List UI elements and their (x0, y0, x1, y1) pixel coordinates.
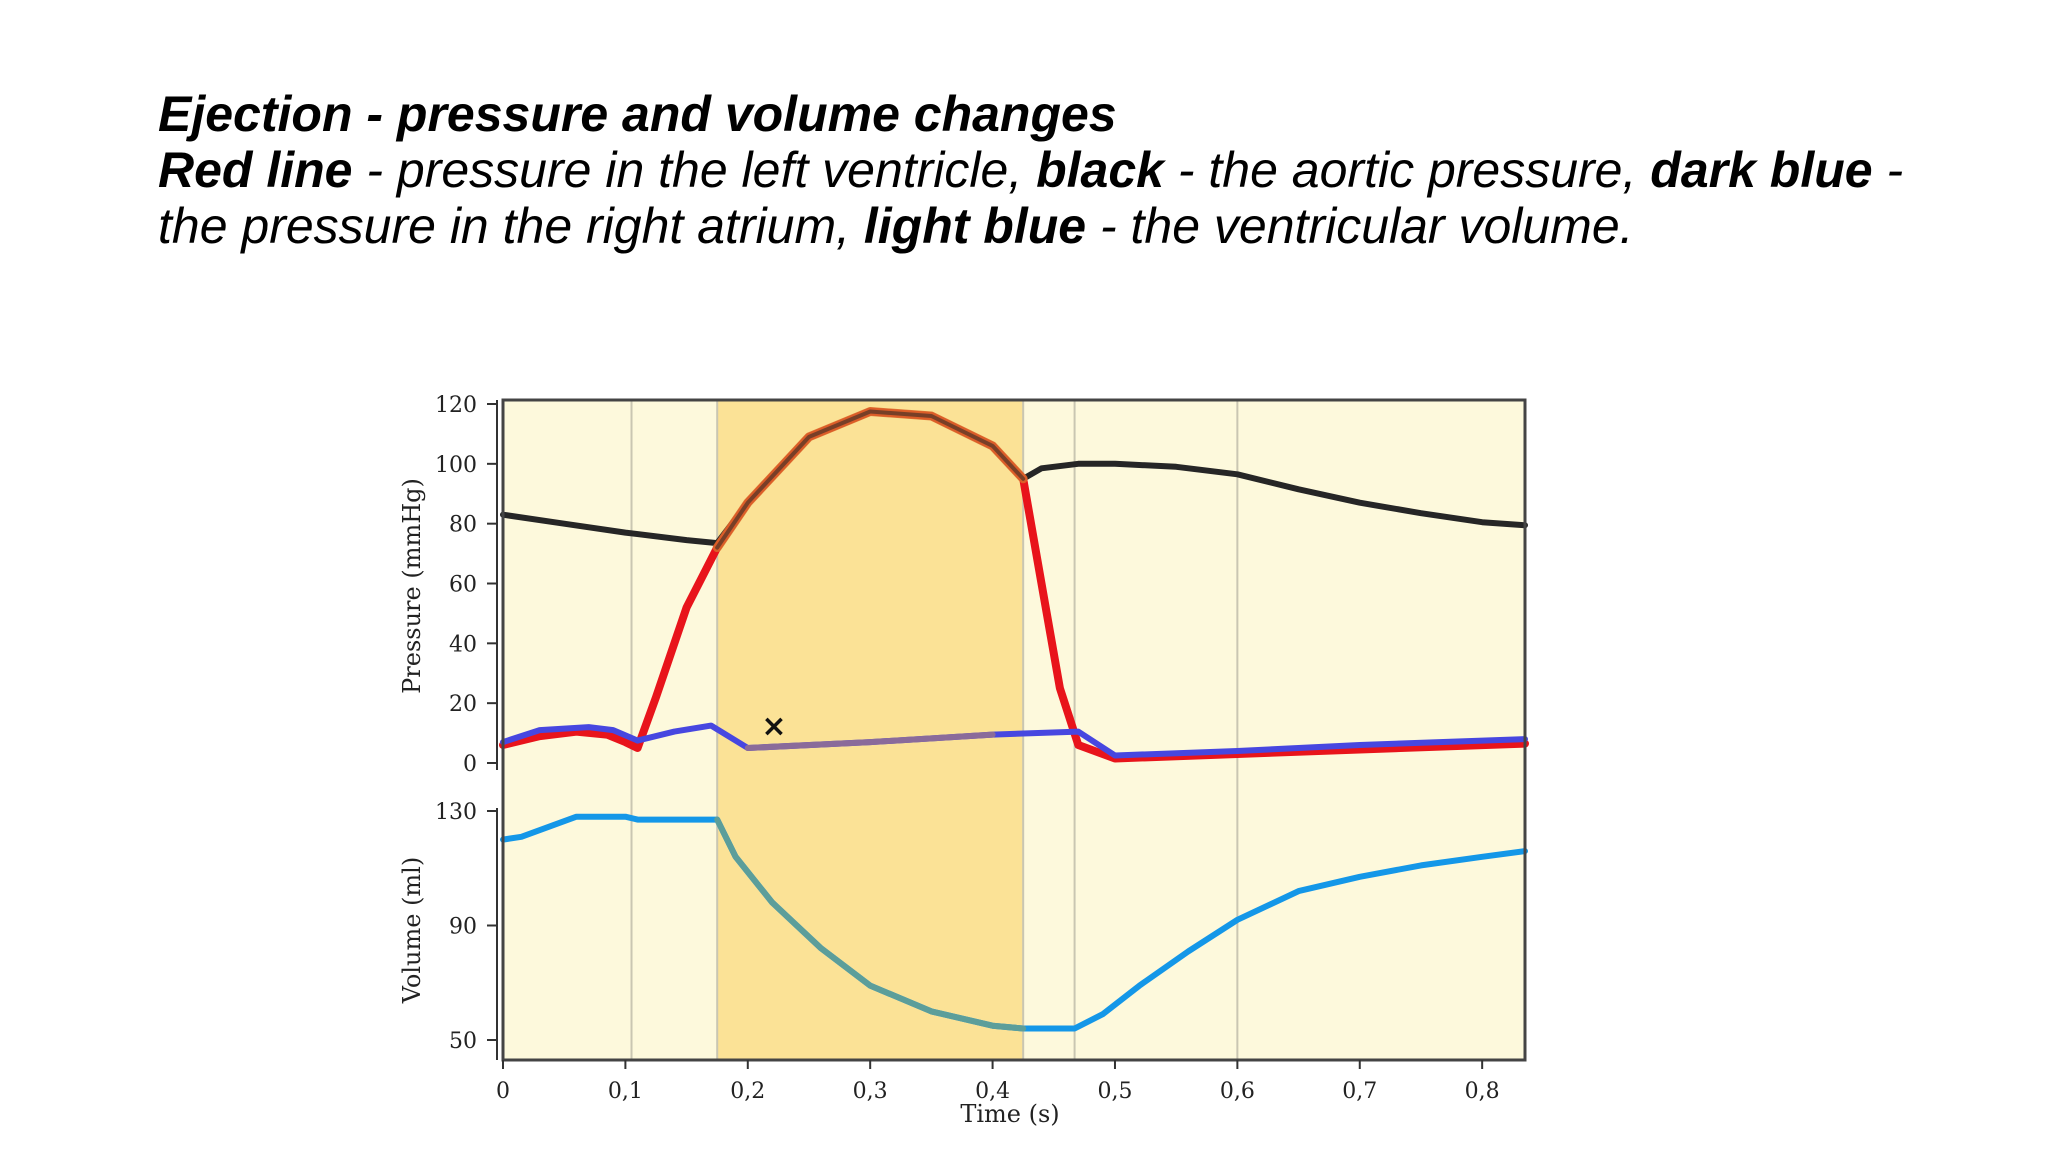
legend-darkblue-term: dark blue (1650, 142, 1873, 198)
ejection-phase-highlight (717, 400, 1024, 1060)
legend-lightblue-desc: - the ventricular volume. (1086, 198, 1634, 254)
series-line-volume-highlighted (714, 816, 1027, 1032)
x-tick-label: 0,2 (730, 1079, 765, 1104)
x-tick-label: 0,4 (975, 1079, 1010, 1104)
pressure-tick-label: 120 (435, 393, 477, 418)
caption-legend: Red line - pressure in the left ventricl… (158, 142, 1918, 254)
x-tick-label: 0 (496, 1079, 510, 1104)
x-axis-label: Time (s) (960, 1100, 1059, 1128)
pressure-tick-label: 20 (449, 692, 477, 717)
plot-frame (501, 398, 1527, 1062)
volume-axis-label: Volume (ml) (398, 857, 426, 1004)
x-tick-label: 0,7 (1342, 1079, 1377, 1104)
x-tick-label: 0,8 (1465, 1079, 1500, 1104)
pressure-tick-label: 100 (435, 453, 477, 478)
volume-tick-label: 90 (449, 915, 477, 940)
x-tick-label: 0,5 (1097, 1079, 1132, 1104)
caption-heading: Ejection - pressure and volume changes (158, 86, 1117, 142)
legend-red-term: Red line (158, 142, 353, 198)
volume-tick-label: 50 (449, 1029, 477, 1054)
x-tick-label: 0,1 (608, 1079, 643, 1104)
pressure-axis-label: Pressure (mmHg) (398, 478, 426, 694)
x-tick-label: 0,3 (853, 1079, 888, 1104)
slide-caption: Ejection - pressure and volume changes R… (158, 86, 1918, 254)
pressure-tick-label: 80 (449, 513, 477, 538)
pressure-tick-label: 60 (449, 573, 477, 598)
pressure-tick-label: 40 (449, 632, 477, 657)
x-tick-label: 0,6 (1220, 1079, 1255, 1104)
legend-black-desc: - the aortic pressure, (1163, 142, 1651, 198)
annotation-marker: × (761, 709, 786, 744)
legend-darkblue-desc: - the pressure in the right atrium, (158, 142, 1904, 254)
volume-tick-label: 130 (435, 800, 477, 825)
pressure-tick-label: 0 (463, 752, 477, 777)
series-line-atrium-highlighted (744, 731, 996, 751)
legend-black-term: black (1036, 142, 1164, 198)
legend-lightblue-term: light blue (863, 198, 1087, 254)
legend-red-desc: - pressure in the left ventricle, (352, 142, 1037, 198)
series-line-aorta-overlay (715, 409, 1026, 550)
